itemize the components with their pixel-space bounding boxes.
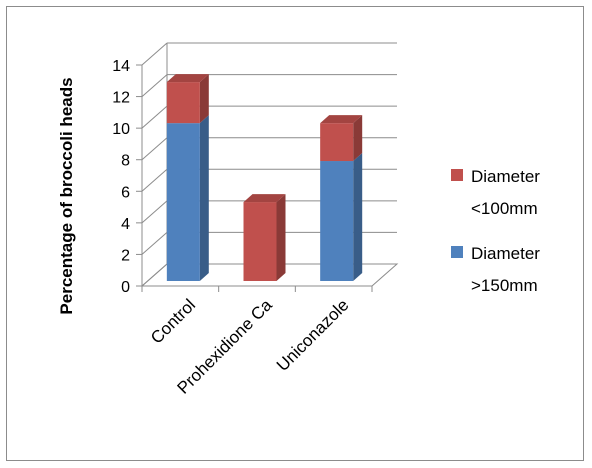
chart-frame [6,6,584,461]
bar-segment [243,194,286,281]
legend-label: Diameter [471,167,540,186]
bar-segment [166,115,209,282]
legend: Diameter <100mm Diameter >150mm [451,167,540,295]
legend-item: Diameter >150mm [451,244,540,295]
bar-front [243,202,277,281]
bar-front [320,161,354,281]
bar-side [199,74,209,124]
bar-side [353,115,363,161]
bar-segment [320,115,363,162]
gridline-side [141,105,168,129]
bar-segment [320,153,363,281]
y-tick-label: 2 [121,247,130,264]
legend-swatch [451,169,463,181]
legend-item: Diameter <100mm [451,167,540,218]
gridline-side [141,232,168,255]
bar-segment [166,74,209,124]
bar-front [320,123,354,162]
gridline-side [141,200,168,224]
y-tick-label: 12 [112,90,130,107]
gridline-side [141,168,168,192]
gridline-side [141,263,168,287]
gridline-side [141,137,168,161]
bar-top [243,194,286,203]
y-tick-label: 14 [112,58,130,75]
bars [166,74,363,282]
x-category-label: Control [147,295,199,347]
y-tick-label: 6 [121,184,130,201]
bar-top [166,74,209,83]
legend-label: Diameter [471,244,540,263]
y-tick-label: 10 [112,121,130,138]
bar-side [353,153,363,281]
bar-front [166,82,200,124]
bar-side [276,194,286,281]
gridline-side [141,42,168,66]
bar-side [199,115,209,281]
legend-label: <100mm [471,199,538,218]
gridline-side [141,74,168,97]
y-axis-ticks: 0 2 4 6 8 10 12 14 [112,58,142,296]
y-tick-label: 4 [121,216,130,233]
legend-label: >150mm [471,276,538,295]
bar-front [166,123,200,282]
legend-swatch [451,246,463,258]
y-tick-label: 8 [121,153,130,170]
y-tick-label: 0 [121,279,130,296]
bar-top [320,115,363,124]
y-axis-label: Percentage of broccoli heads [57,77,76,314]
x-category-label: Uniconazole [273,295,353,375]
